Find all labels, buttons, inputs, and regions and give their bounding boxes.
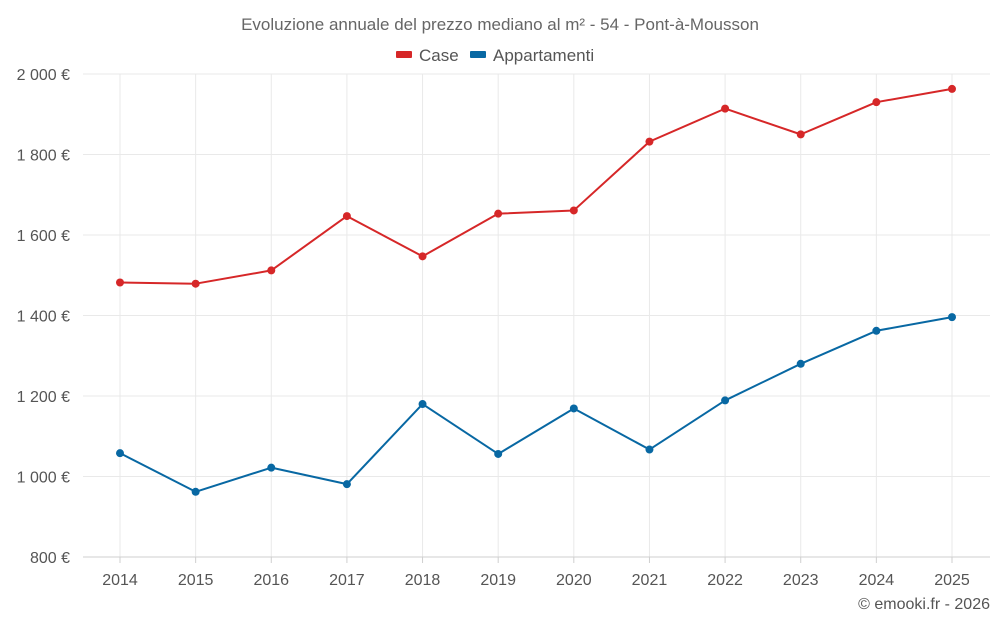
- y-tick-label: 1 600 €: [17, 228, 70, 245]
- legend-swatch: [396, 51, 412, 58]
- axes: 800 € 1 000 € 1 200 € 1 400 € 1 600 € 1 800 €…: [17, 67, 990, 589]
- data-point[interactable]: [948, 84, 956, 93]
- credit-text: © emooki.fr - 2026: [858, 596, 990, 613]
- y-tick-label: 1 400 €: [17, 309, 70, 326]
- x-tick-label: 2014: [102, 572, 138, 589]
- data-point[interactable]: [191, 487, 200, 496]
- data-point[interactable]: [116, 449, 124, 458]
- data-point[interactable]: [569, 206, 578, 215]
- y-tick-label: 800 €: [30, 550, 70, 567]
- y-tick-label: 1 800 €: [17, 148, 70, 165]
- data-point[interactable]: [948, 313, 956, 322]
- data-point[interactable]: [645, 137, 654, 146]
- legend-swatch: [470, 51, 486, 58]
- data-point[interactable]: [645, 445, 654, 454]
- data-point[interactable]: [191, 279, 200, 288]
- y-tick-label: 2 000 €: [17, 67, 70, 84]
- data-point[interactable]: [267, 266, 276, 275]
- data-point[interactable]: [796, 359, 805, 368]
- data-point[interactable]: [418, 252, 427, 261]
- series-line: [119, 316, 953, 493]
- x-tick-label: 2023: [783, 572, 819, 589]
- grid-lines: [83, 73, 990, 558]
- x-tick-label: 2017: [329, 572, 365, 589]
- data-point[interactable]: [342, 480, 351, 489]
- chart-title: Evoluzione annuale del prezzo mediano al…: [241, 15, 759, 34]
- data-point[interactable]: [267, 463, 276, 472]
- legend-label: Case: [419, 46, 459, 65]
- x-tick-label: 2015: [178, 572, 214, 589]
- legend-label: Appartamenti: [493, 46, 594, 65]
- y-tick-label: 1 200 €: [17, 389, 70, 406]
- x-tick-label: 2018: [405, 572, 441, 589]
- x-tick-label: 2022: [707, 572, 743, 589]
- data-point[interactable]: [872, 98, 881, 107]
- data-point[interactable]: [796, 130, 805, 139]
- data-point[interactable]: [569, 404, 578, 413]
- data-point[interactable]: [116, 278, 124, 287]
- series: [116, 84, 956, 496]
- data-point[interactable]: [494, 209, 503, 218]
- x-tick-label: 2024: [859, 572, 895, 589]
- data-point[interactable]: [418, 400, 427, 409]
- legend: Case Appartamenti: [396, 46, 594, 65]
- y-tick-label: 1 000 €: [17, 470, 70, 487]
- x-tick-label: 2016: [253, 572, 289, 589]
- x-tick-label: 2025: [934, 572, 970, 589]
- x-tick-label: 2020: [556, 572, 592, 589]
- data-point[interactable]: [721, 396, 730, 405]
- data-point[interactable]: [494, 449, 503, 458]
- series-line: [119, 87, 953, 285]
- data-point[interactable]: [872, 326, 881, 335]
- data-point[interactable]: [342, 212, 351, 221]
- x-tick-label: 2019: [480, 572, 516, 589]
- data-point[interactable]: [721, 104, 730, 113]
- x-tick-label: 2021: [632, 572, 668, 589]
